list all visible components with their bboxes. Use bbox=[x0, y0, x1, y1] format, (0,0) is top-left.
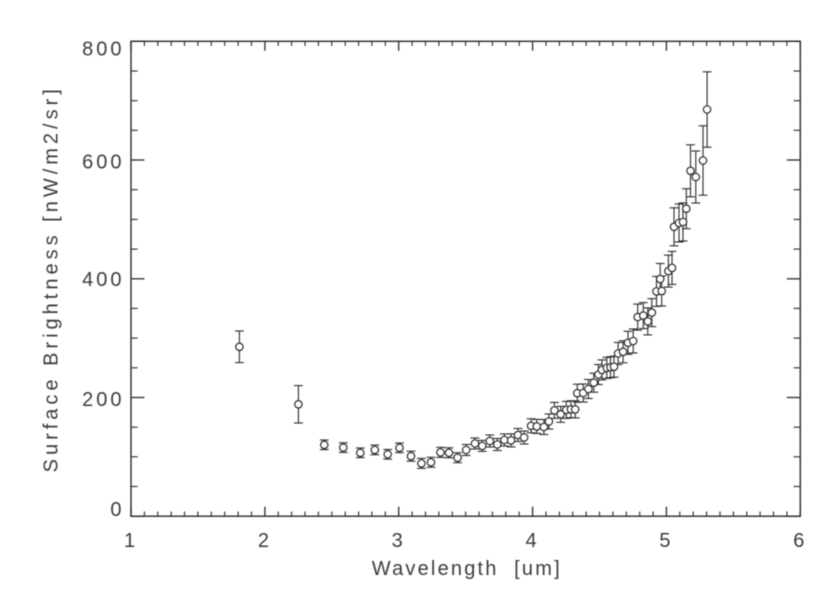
svg-text:800: 800 bbox=[82, 39, 124, 61]
svg-text:200: 200 bbox=[82, 389, 124, 411]
svg-text:4: 4 bbox=[526, 530, 540, 552]
svg-text:3: 3 bbox=[392, 530, 406, 552]
svg-text:Surface Brightness [nW/m2/sr]: Surface Brightness [nW/m2/sr] bbox=[41, 85, 63, 472]
svg-text:6: 6 bbox=[793, 530, 807, 552]
svg-text:1: 1 bbox=[124, 530, 138, 552]
svg-text:Wavelength [um]: Wavelength [um] bbox=[372, 558, 562, 580]
svg-text:2: 2 bbox=[258, 530, 272, 552]
svg-text:400: 400 bbox=[82, 269, 124, 291]
svg-text:600: 600 bbox=[82, 152, 124, 174]
svg-text:5: 5 bbox=[659, 530, 673, 552]
svg-text:0: 0 bbox=[110, 499, 124, 521]
